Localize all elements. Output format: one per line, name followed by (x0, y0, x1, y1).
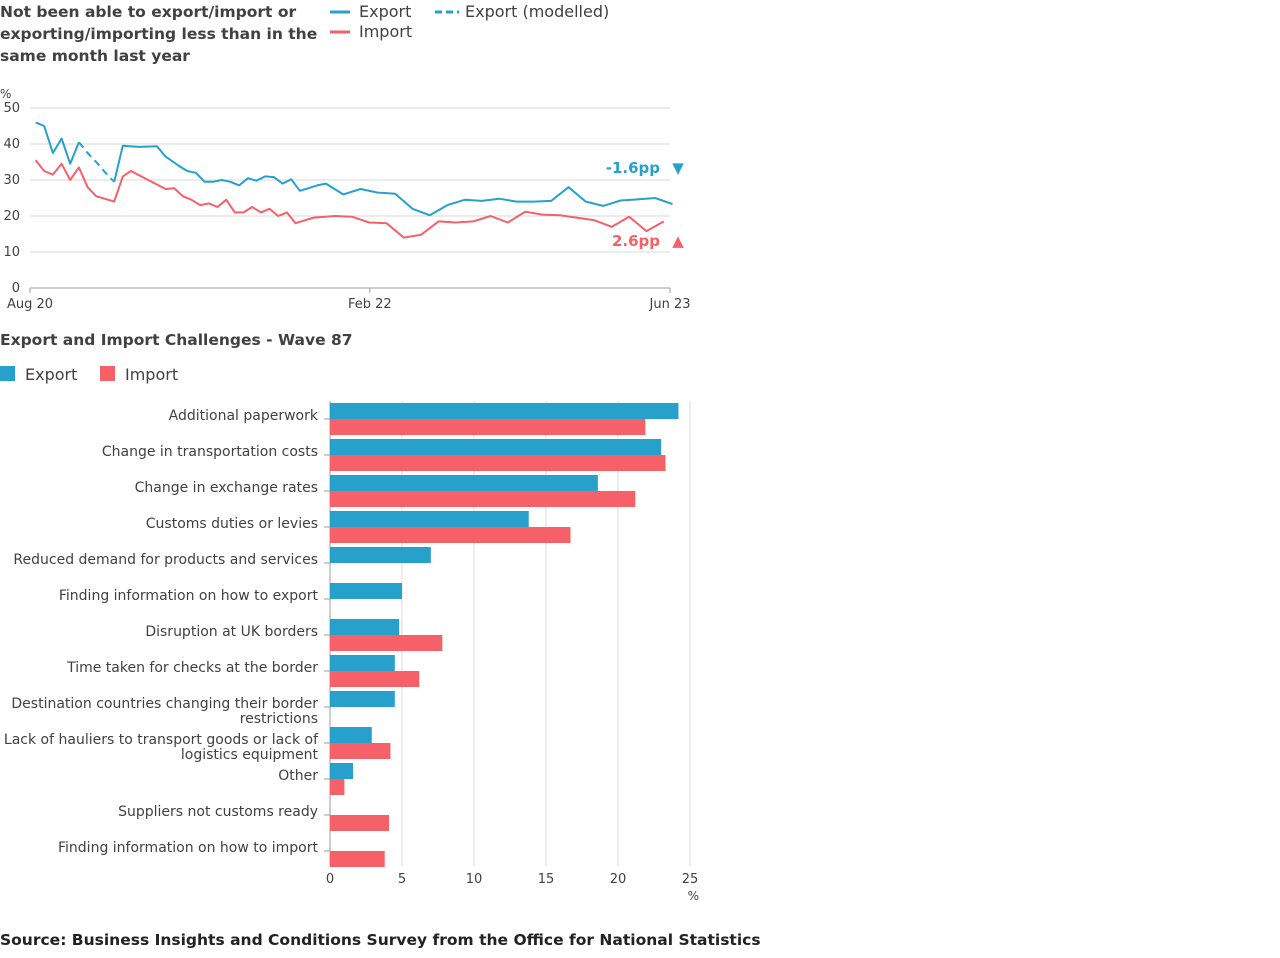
bar-x-tick-label: 10 (466, 872, 483, 887)
bar-chart-x-unit: % (688, 889, 699, 903)
bar-import (330, 779, 345, 795)
annotation-import-marker: ▲ (672, 232, 684, 250)
bar-category-label: logistics equipment (181, 747, 319, 763)
legend-export-square (0, 366, 15, 381)
line-y-tick-label: 10 (3, 245, 20, 260)
bar-category-label: restrictions (240, 711, 318, 727)
bar-x-tick-label: 20 (610, 872, 627, 887)
bar-category-label: Lack of hauliers to transport goods or l… (4, 732, 319, 748)
bar-category-label: Finding information on how to import (58, 840, 319, 856)
bar-x-tick-label: 0 (326, 872, 334, 887)
line-chart: % 0 10 20 30 40 50 Aug 20 Feb 22 Jun 23 -1.6pp ▼… (0, 87, 691, 312)
line-chart-y-unit: % (0, 87, 11, 101)
bar-chart-title: Export and Import Challenges - Wave 87 (0, 331, 353, 349)
bar-category-label: Finding information on how to export (59, 588, 319, 604)
bar-export (330, 439, 662, 455)
bar-chart-category-labels: Additional paperwork Change in transporta… (4, 408, 330, 856)
series-line-export-0 (35, 121, 80, 165)
bar-import (330, 815, 390, 831)
line-x-tick-label: Aug 20 (7, 297, 53, 312)
bar-import (330, 743, 391, 759)
bar-category-label: Suppliers not customs ready (118, 804, 318, 820)
bar-category-label: Change in exchange rates (135, 480, 318, 496)
bar-legend-export-label: Export (25, 365, 77, 384)
series-line-export-modelled-1 (78, 141, 115, 183)
bar-x-tick-label: 5 (398, 872, 406, 887)
bar-chart: Additional paperwork Change in transporta… (4, 401, 699, 903)
bar-chart-x-ticks: 0 5 10 15 20 25 (326, 872, 698, 887)
line-y-tick-label: 30 (3, 173, 20, 188)
line-chart-title-line-1: Not been able to export/import or (0, 3, 296, 21)
line-x-tick-label: Jun 23 (649, 297, 691, 312)
bar-export (330, 691, 395, 707)
line-y-tick-label: 50 (3, 101, 20, 116)
bar-import (330, 635, 443, 651)
bar-export (330, 475, 598, 491)
legend-import-label: Import (359, 22, 412, 41)
bar-export (330, 403, 679, 419)
line-chart-series (34, 121, 673, 239)
bar-export (330, 763, 354, 779)
bar-category-label: Customs duties or levies (146, 516, 318, 532)
bar-import (330, 527, 571, 543)
legend-export-label: Export (359, 2, 411, 21)
bar-export (330, 727, 372, 743)
series-line-import-0 (34, 159, 665, 239)
line-chart-annotations: -1.6pp ▼ 2.6pp ▲ (606, 159, 685, 250)
bar-category-label: Destination countries changing their bor… (11, 696, 318, 712)
line-chart-title-line-2: exporting/importing less than in the (0, 25, 317, 43)
bar-import (330, 491, 636, 507)
bar-x-tick-label: 15 (538, 872, 555, 887)
legend-import-square (100, 366, 115, 381)
bar-category-label: Additional paperwork (169, 408, 319, 424)
bar-category-label: Change in transportation costs (102, 444, 318, 460)
line-y-tick-label: 40 (3, 137, 20, 152)
bar-import (330, 455, 666, 471)
line-chart-title-line-3: same month last year (0, 47, 190, 65)
bar-import (330, 851, 385, 867)
line-chart-legend: Export Export (modelled) Import (330, 2, 609, 41)
bar-category-label: Time taken for checks at the border (66, 660, 318, 676)
bar-export (330, 655, 395, 671)
bar-export (330, 547, 431, 563)
line-y-tick-label: 20 (3, 209, 20, 224)
legend-export-modelled-label: Export (modelled) (465, 2, 609, 21)
bar-x-tick-label: 25 (682, 872, 699, 887)
bar-category-label: Other (278, 768, 318, 784)
bar-export (330, 619, 400, 635)
bar-import (330, 671, 420, 687)
bar-category-label: Disruption at UK borders (145, 624, 318, 640)
line-x-tick-label: Feb 22 (348, 297, 392, 312)
bar-export (330, 583, 402, 599)
bar-export (330, 511, 529, 527)
line-chart-x-ticks: Aug 20 Feb 22 Jun 23 (7, 288, 691, 312)
source-note: Source: Business Insights and Conditions… (0, 931, 761, 949)
bar-chart-legend: Export Import (0, 365, 178, 384)
bar-category-label: Reduced demand for products and services (13, 552, 318, 568)
annotation-export-marker: ▼ (672, 159, 684, 177)
annotation-import-label: 2.6pp (612, 232, 660, 250)
line-y-tick-label: 0 (12, 281, 20, 296)
line-chart-y-ticks: 0 10 20 30 40 50 (3, 101, 20, 296)
line-chart-title: Not been able to export/import or export… (0, 3, 323, 65)
line-chart-gridlines (30, 107, 670, 289)
bar-chart-bars (330, 403, 679, 867)
bar-import (330, 419, 646, 435)
bar-legend-import-label: Import (125, 365, 178, 384)
series-line-export-2 (113, 144, 673, 217)
annotation-export-label: -1.6pp (606, 159, 661, 177)
